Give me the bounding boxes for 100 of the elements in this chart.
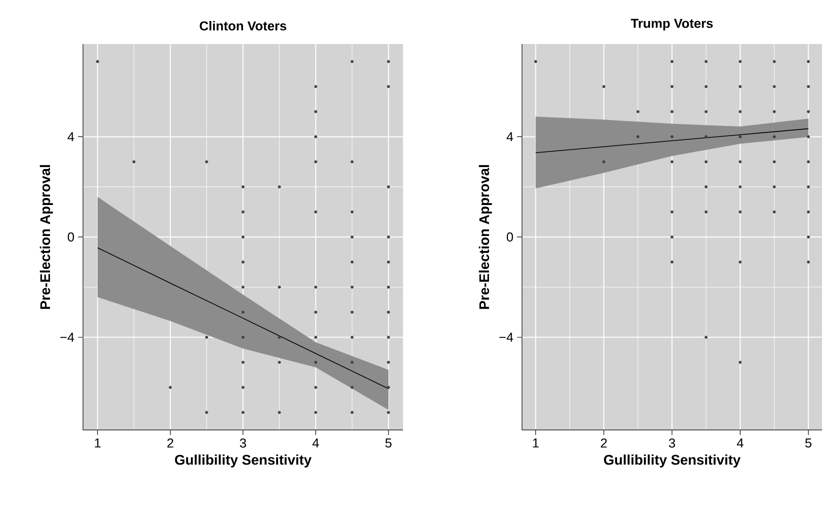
x-axis-title: Gullibility Sensitivity	[604, 454, 741, 468]
point	[772, 185, 776, 188]
point	[704, 60, 708, 64]
y-axis-title: Pre-Election Approval	[478, 165, 492, 309]
point	[386, 360, 390, 364]
x-tick-label: 3	[668, 438, 676, 448]
x-tick-label: 5	[805, 438, 812, 448]
point	[806, 210, 810, 214]
point	[738, 360, 742, 364]
point	[386, 185, 390, 188]
point	[350, 410, 354, 414]
point	[670, 210, 674, 214]
point	[670, 135, 674, 138]
x-tick-label: 1	[533, 438, 539, 448]
point	[738, 135, 742, 138]
point	[806, 185, 810, 188]
point	[278, 410, 281, 414]
point	[806, 160, 810, 164]
y-tick-label: 4	[506, 132, 514, 142]
point	[772, 85, 776, 88]
x-tick-label: 5	[385, 438, 392, 448]
point	[314, 85, 318, 88]
point	[772, 210, 776, 214]
point	[704, 185, 708, 188]
line-series	[97, 247, 389, 390]
point	[242, 336, 245, 339]
point	[314, 135, 318, 138]
chart-title: Trump Voters	[630, 18, 713, 30]
point	[386, 336, 390, 339]
point	[278, 336, 281, 339]
point	[314, 336, 318, 339]
y-tick-label: 0	[506, 232, 513, 242]
point	[205, 410, 208, 414]
point	[704, 336, 708, 339]
x-tick-label: 2	[167, 438, 174, 448]
point	[314, 110, 318, 114]
point	[772, 110, 776, 114]
point	[242, 260, 245, 264]
point	[314, 286, 318, 289]
point	[704, 135, 708, 138]
point	[278, 286, 281, 289]
point	[772, 160, 776, 164]
point	[242, 210, 245, 214]
point	[534, 60, 538, 64]
point	[242, 235, 245, 238]
point	[738, 60, 742, 64]
point	[350, 210, 354, 214]
point	[132, 160, 136, 164]
point	[350, 386, 354, 389]
point	[350, 160, 354, 164]
point	[636, 110, 640, 114]
point	[350, 60, 354, 64]
point	[386, 60, 390, 64]
point	[806, 135, 810, 138]
point	[704, 85, 708, 88]
point	[314, 210, 318, 214]
point	[738, 110, 742, 114]
point	[806, 110, 810, 114]
point	[738, 210, 742, 214]
point	[278, 360, 281, 364]
point	[602, 160, 606, 164]
point	[738, 85, 742, 88]
y-tick-label: −4	[499, 332, 514, 342]
point	[350, 260, 354, 264]
point	[772, 135, 776, 138]
point	[670, 260, 674, 264]
point	[704, 160, 708, 164]
point	[704, 110, 708, 114]
point	[636, 135, 640, 138]
point	[314, 360, 318, 364]
point	[278, 185, 281, 188]
x-tick-label: 3	[240, 438, 246, 448]
point	[314, 410, 318, 414]
point	[350, 310, 354, 314]
point	[386, 310, 390, 314]
point	[386, 235, 390, 238]
point	[314, 160, 318, 164]
point	[738, 260, 742, 264]
point	[386, 410, 390, 414]
point	[386, 386, 390, 389]
point	[670, 160, 674, 164]
x-tick-label: 1	[94, 438, 101, 448]
point	[242, 410, 245, 414]
point	[350, 360, 354, 364]
point	[242, 185, 245, 188]
chart-title: Clinton Voters	[200, 20, 286, 30]
point	[386, 286, 390, 289]
point	[806, 260, 810, 264]
point	[806, 85, 810, 88]
point	[670, 60, 674, 64]
y-tick-label: 0	[68, 232, 74, 242]
point	[242, 386, 245, 389]
point	[772, 60, 776, 64]
point	[242, 286, 245, 289]
point	[806, 235, 810, 238]
point	[350, 336, 354, 339]
point	[806, 60, 810, 64]
point	[242, 360, 245, 364]
point	[670, 235, 674, 238]
point	[670, 85, 674, 88]
